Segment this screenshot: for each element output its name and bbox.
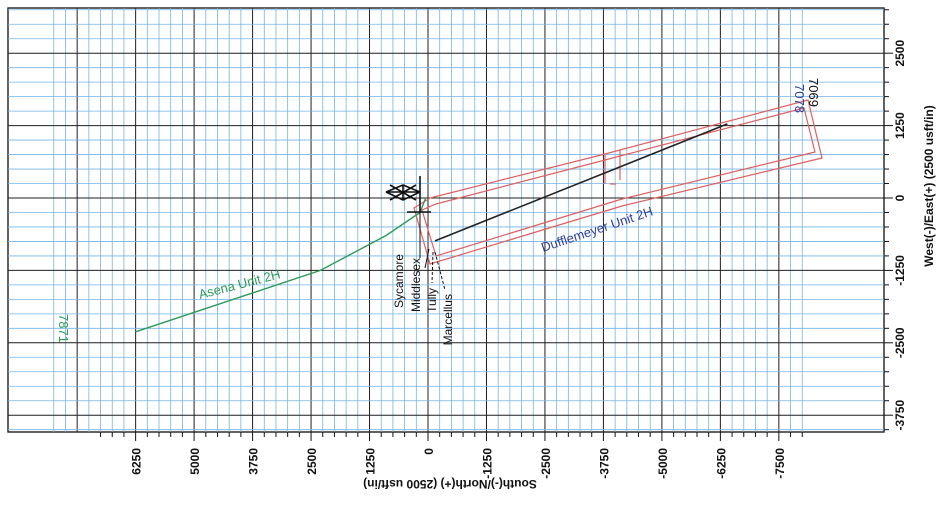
- y-tick-label: -1250: [893, 255, 907, 286]
- x-axis-label: South(-)/North(+) (2500 usft/in): [363, 477, 537, 491]
- y-axis-ticks: 2500 1250 0 -1250 -2500 -3750: [884, 9, 907, 431]
- formation-label-tully: Tully: [425, 288, 439, 313]
- y-tick-label: -2500: [893, 327, 907, 358]
- lease-outline-inner: [421, 107, 816, 257]
- formation-label-sycamore: Sycamore: [392, 254, 406, 308]
- x-tick-label: -2500: [539, 448, 553, 479]
- well-path: [135, 197, 427, 333]
- well-path: [434, 123, 728, 242]
- x-tick-label: -3750: [597, 448, 611, 479]
- x-tick-label: -1250: [480, 448, 494, 479]
- x-tick-label: 6250: [130, 448, 144, 475]
- y-tick-label: -3750: [893, 400, 907, 431]
- x-tick-label: 5000: [188, 448, 202, 475]
- formation-markers: [419, 212, 446, 291]
- td-label-asena: 7871: [56, 314, 71, 343]
- lease-outline: [413, 99, 823, 265]
- x-tick-label: 0: [422, 448, 436, 455]
- wells: [135, 123, 728, 333]
- lease-notch: [604, 150, 621, 185]
- y-tick-label: 1250: [893, 112, 907, 139]
- x-tick-label: 2500: [305, 448, 319, 475]
- x-tick-label: -7500: [773, 448, 787, 479]
- x-tick-label: 1250: [364, 448, 378, 475]
- x-tick-label: 3750: [247, 448, 261, 475]
- rig-icon: [385, 176, 431, 213]
- formation-label-marcellus: Marcellus: [441, 294, 455, 345]
- y-tick-label: 0: [893, 194, 907, 201]
- formation-label-middlesex: Middlesex: [409, 258, 423, 312]
- x-tick-label: -5000: [656, 448, 670, 479]
- x-axis-ticks: 6250 5000 3750 2500 1250 0 -1250 -2500 -3750 -500…: [100, 432, 803, 479]
- x-tick-label: -6250: [714, 448, 728, 479]
- y-tick-label: 2500: [893, 40, 907, 67]
- y-axis-label: West(-)/East(+) (2500 usft/in): [922, 105, 936, 266]
- td-label-dufflemeyer-black: 7069: [806, 78, 821, 107]
- td-label-dufflemeyer-blue: 7078: [792, 84, 807, 113]
- lease-outline-outer: [413, 99, 823, 265]
- grid: [7, 7, 885, 433]
